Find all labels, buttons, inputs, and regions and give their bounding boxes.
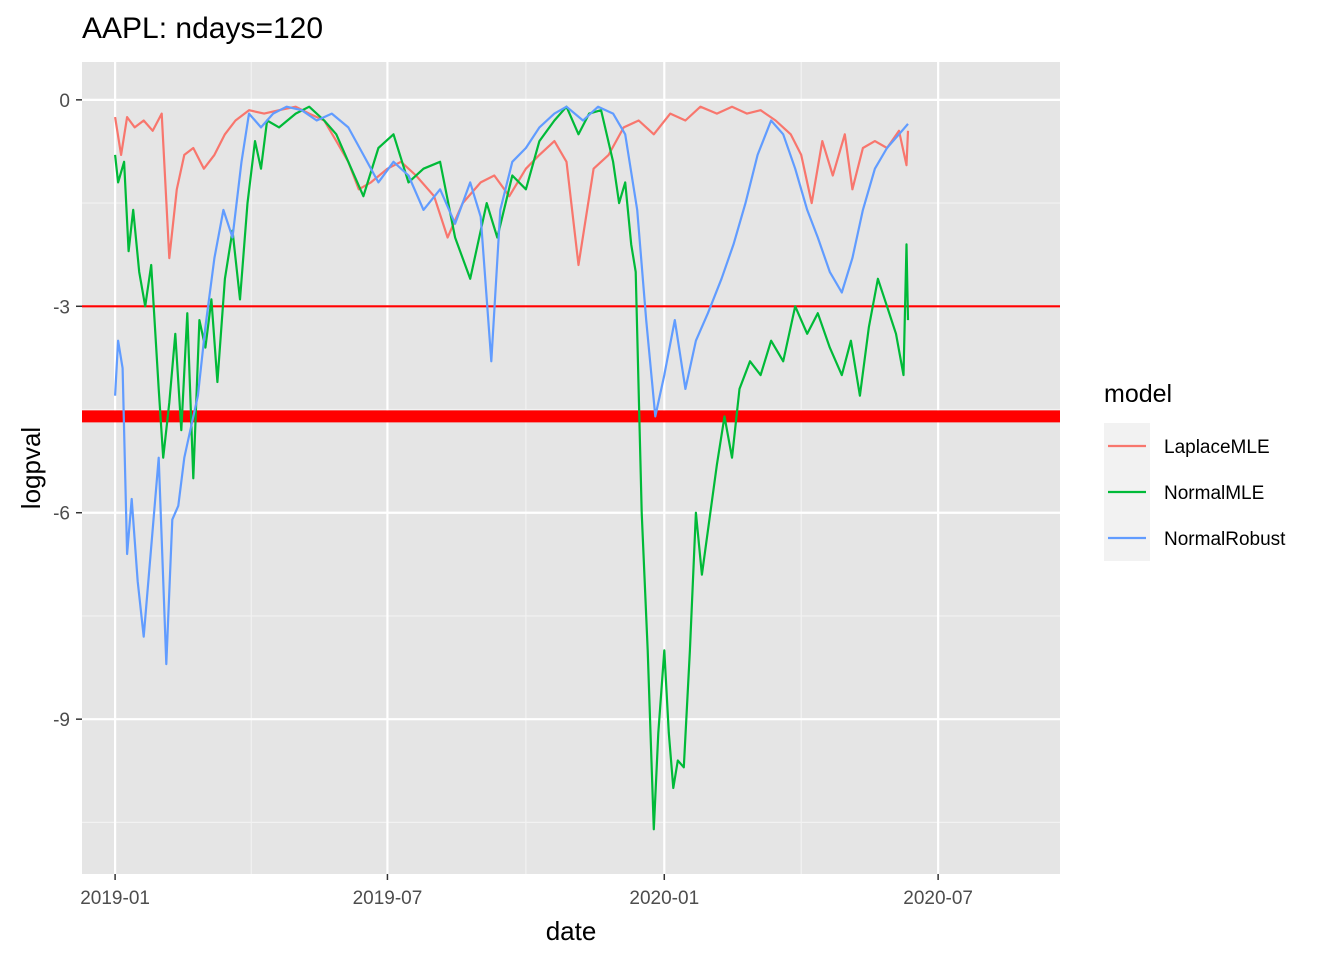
series-line-normalmle	[114, 105, 910, 831]
plot-panel	[82, 62, 1060, 874]
y-axis-title: logpval	[16, 427, 46, 509]
y-tick-label: -9	[53, 710, 70, 731]
legend-label: LaplaceMLE	[1164, 437, 1270, 458]
y-tick-label: 0	[59, 91, 70, 112]
series-line-normalrobust	[114, 105, 909, 666]
x-axis: 2019-01 2019-07 2020-01 2020-07	[80, 874, 973, 909]
minor-gridlines	[82, 62, 1060, 874]
y-tick-label: -3	[53, 297, 70, 318]
legend-title: model	[1104, 380, 1172, 408]
legend-label: NormalRobust	[1164, 529, 1286, 550]
x-tick-label: 2019-07	[353, 888, 423, 909]
y-axis: 0 -3 -6 -9	[53, 91, 82, 731]
x-tick-label: 2019-01	[80, 888, 150, 909]
y-tick-label: -6	[53, 504, 70, 525]
series-lines	[114, 105, 910, 831]
series-line-laplacemle	[114, 105, 910, 267]
legend-label: NormalMLE	[1164, 483, 1264, 504]
x-axis-title: date	[546, 916, 597, 946]
x-tick-label: 2020-01	[629, 888, 699, 909]
legend: model LaplaceMLE NormalMLE NormalRobust	[1104, 380, 1286, 561]
threshold-lines	[82, 305, 1060, 423]
chart-title: AAPL: ndays=120	[82, 12, 323, 45]
x-tick-label: 2020-07	[903, 888, 973, 909]
